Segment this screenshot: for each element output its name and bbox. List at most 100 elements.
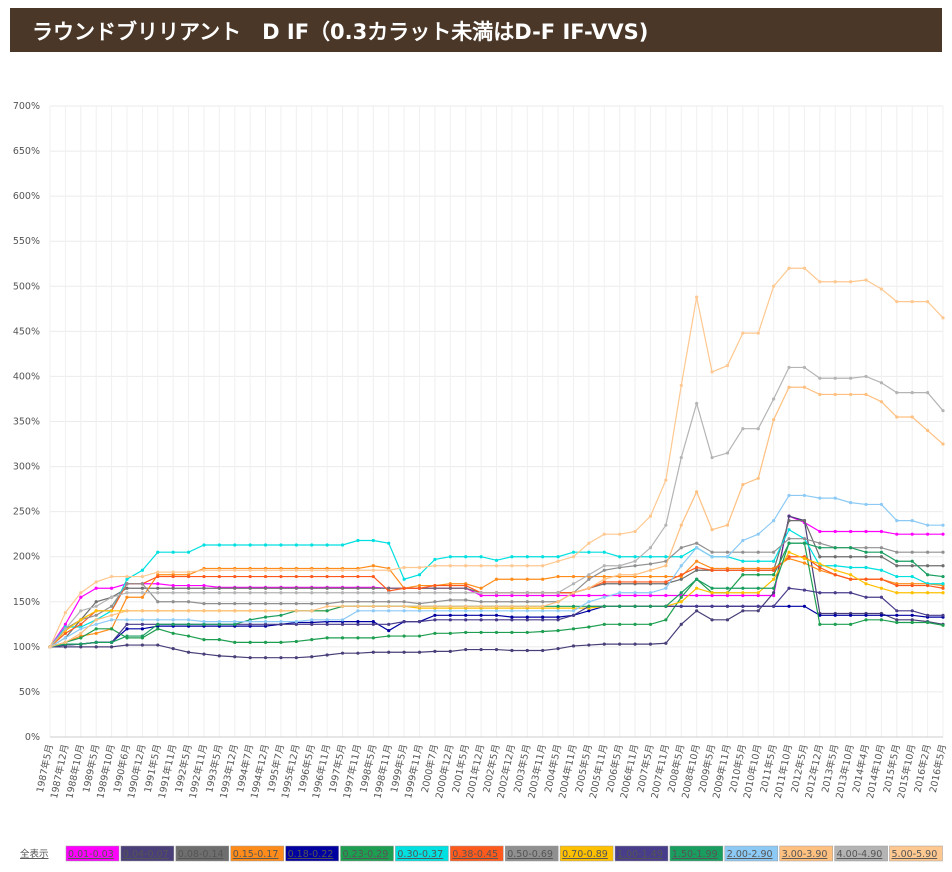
point-marker <box>140 643 144 647</box>
legend-item[interactable]: 0.18-0.22 <box>285 845 339 862</box>
point-marker <box>787 493 791 498</box>
point-marker <box>849 591 853 595</box>
point-marker <box>494 591 499 595</box>
point-marker <box>402 591 406 595</box>
point-marker <box>541 600 545 604</box>
point-marker <box>910 591 914 595</box>
legend-label[interactable]: 0.15-0.17 <box>233 849 279 860</box>
legend-label[interactable]: 0.23-0.29 <box>343 849 389 860</box>
legend-swatch[interactable] <box>65 845 120 862</box>
legend-label[interactable]: 0.04-0.07 <box>123 849 169 860</box>
point-marker <box>772 568 776 572</box>
legend-label[interactable]: 3.00-3.90 <box>782 849 828 860</box>
point-marker <box>371 564 375 568</box>
legend-label[interactable]: 4.00-4.90 <box>837 849 883 860</box>
point-marker <box>94 631 98 635</box>
legend-swatch[interactable] <box>889 845 943 862</box>
point-marker <box>125 609 129 613</box>
legend-swatch[interactable] <box>175 845 230 862</box>
legend-item[interactable]: 0.15-0.17 <box>230 845 284 862</box>
point-marker <box>571 604 576 608</box>
point-marker <box>541 593 545 598</box>
legend-item[interactable]: 1.00-1.49 <box>614 845 669 862</box>
point-marker <box>479 609 483 613</box>
legend-item[interactable]: 0.04-0.07 <box>120 845 175 862</box>
point-marker <box>741 593 745 598</box>
point-marker <box>525 600 529 604</box>
legend-label[interactable]: 0.70-0.89 <box>562 849 608 860</box>
legend-swatch[interactable] <box>340 845 394 862</box>
point-marker <box>895 564 899 568</box>
point-marker <box>864 577 868 581</box>
legend-label[interactable]: 1.00-1.49 <box>617 849 663 860</box>
legend-swatch[interactable] <box>395 845 449 862</box>
point-marker <box>879 502 884 507</box>
y-tick-label: 600% <box>13 191 40 202</box>
point-marker <box>79 609 83 613</box>
point-marker <box>340 618 345 622</box>
point-marker <box>648 580 653 584</box>
point-marker <box>371 586 375 590</box>
point-marker <box>140 627 144 631</box>
legend-swatch[interactable] <box>614 845 669 862</box>
point-marker <box>833 613 837 617</box>
point-marker <box>618 573 622 577</box>
legend-item[interactable]: 0.08-0.14 <box>175 845 230 862</box>
legend-swatch[interactable] <box>669 845 724 862</box>
legend-label[interactable]: 0.01-0.03 <box>68 849 114 860</box>
point-marker <box>802 556 807 561</box>
legend-item[interactable]: 0.50-0.69 <box>504 845 559 862</box>
legend-show-all[interactable]: 全表示 <box>20 848 49 860</box>
legend-item[interactable]: 4.00-4.90 <box>834 845 888 862</box>
point-marker <box>433 618 437 622</box>
point-marker <box>294 601 298 606</box>
legend-label[interactable]: 5.00-5.90 <box>892 849 938 860</box>
legend-swatch[interactable] <box>779 845 833 862</box>
point-marker <box>679 455 683 460</box>
point-marker <box>125 643 129 647</box>
legend-item[interactable]: 0.01-0.03 <box>65 845 120 862</box>
legend-swatch[interactable] <box>230 845 284 862</box>
legend-swatch[interactable] <box>559 845 614 862</box>
legend-show-all-label[interactable]: 全表示 <box>20 848 49 860</box>
point-marker <box>79 618 83 622</box>
legend-swatch[interactable] <box>450 845 504 862</box>
legend-item[interactable]: 0.38-0.45 <box>450 845 504 862</box>
point-marker <box>340 622 345 626</box>
point-marker <box>310 609 314 613</box>
point-marker <box>202 586 206 590</box>
point-marker <box>787 550 791 554</box>
legend-item[interactable]: 5.00-5.90 <box>889 845 943 862</box>
legend-item[interactable]: 1.50-1.99 <box>669 845 724 862</box>
legend-label[interactable]: 0.30-0.37 <box>397 849 443 860</box>
point-marker <box>695 609 699 613</box>
legend-item[interactable]: 0.30-0.37 <box>395 845 449 862</box>
legend-label[interactable]: 2.00-2.90 <box>727 849 773 860</box>
legend-item[interactable]: 0.23-0.29 <box>340 845 394 862</box>
point-marker <box>741 573 745 577</box>
legend-label[interactable]: 0.50-0.69 <box>507 849 553 860</box>
point-marker <box>895 300 899 304</box>
point-marker <box>171 570 175 574</box>
legend-swatch[interactable] <box>724 845 779 862</box>
legend-item[interactable]: 2.00-2.90 <box>724 845 779 862</box>
legend-label[interactable]: 0.08-0.14 <box>178 849 224 860</box>
point-marker <box>648 568 653 572</box>
legend-item[interactable]: 3.00-3.90 <box>779 845 833 862</box>
point-marker <box>910 620 914 625</box>
point-marker <box>941 316 945 320</box>
legend-swatch[interactable] <box>834 845 888 862</box>
legend-label[interactable]: 0.38-0.45 <box>452 849 498 860</box>
point-marker <box>849 529 853 534</box>
point-marker <box>849 546 853 550</box>
point-marker <box>664 641 668 645</box>
legend-label[interactable]: 1.50-1.99 <box>672 849 718 860</box>
legend-swatch[interactable] <box>504 845 559 862</box>
point-marker <box>387 650 391 654</box>
point-marker <box>140 609 144 613</box>
legend-label[interactable]: 0.18-0.22 <box>288 849 334 860</box>
legend-item[interactable]: 0.70-0.89 <box>559 845 614 862</box>
point-marker <box>279 568 283 572</box>
legend-swatch[interactable] <box>120 845 175 862</box>
legend-swatch[interactable] <box>285 845 339 862</box>
